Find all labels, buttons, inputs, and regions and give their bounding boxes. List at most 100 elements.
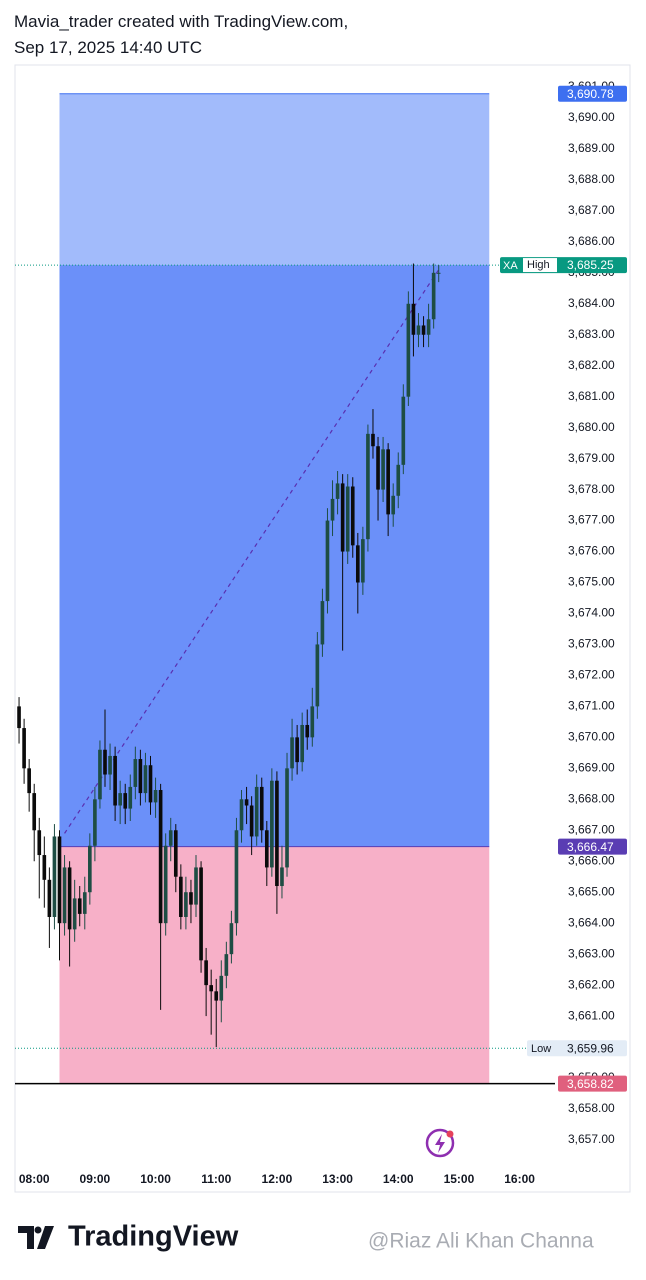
candle-body (386, 449, 390, 515)
candle-body (300, 724, 305, 763)
candle-body (376, 446, 380, 490)
low-label: 3,659.96 (567, 1041, 614, 1055)
profit-zone (59, 265, 490, 847)
y-tick-label: 3,658.00 (568, 1101, 615, 1115)
candle-body (315, 644, 320, 707)
brand-name: TradingView (68, 1221, 239, 1253)
x-tick-label: 16:00 (504, 1172, 535, 1186)
candle-body (361, 539, 365, 583)
chart-frame (14, 64, 631, 1193)
candle-body (72, 898, 77, 930)
candle-body (32, 793, 37, 831)
candle-body (270, 780, 274, 868)
candle-body (179, 876, 183, 917)
y-tick-label: 3,689.00 (568, 141, 615, 155)
y-tick-label: 3,683.00 (568, 327, 615, 341)
candle-body (199, 867, 203, 961)
candle-body (234, 830, 239, 924)
y-tick-label: 3,669.00 (568, 761, 615, 775)
candle-body (163, 845, 168, 924)
candle-body (103, 749, 107, 775)
candle-body (381, 449, 385, 490)
candle-body (37, 830, 42, 856)
candle-body (27, 768, 31, 794)
candle-body (42, 855, 47, 880)
candle-body (254, 786, 259, 837)
candle-body (224, 954, 229, 976)
candle-body (194, 867, 198, 905)
candle-body (184, 892, 188, 917)
candle-body (209, 985, 213, 992)
low-tag-bg (527, 1040, 627, 1057)
candle-body (143, 765, 148, 794)
candle-body (52, 836, 57, 917)
candle-body (280, 867, 284, 887)
profit-zone-upper (59, 93, 490, 266)
y-tick-label: 3,665.00 (568, 884, 615, 898)
y-tick-label: 3,687.00 (568, 203, 615, 217)
candle-body (350, 486, 355, 546)
candle-body (113, 755, 117, 806)
candle-body (426, 319, 431, 335)
candle-body (93, 799, 97, 846)
y-tick-label: 3,667.00 (568, 822, 615, 836)
candle-body (158, 790, 163, 924)
candle-body (421, 325, 426, 335)
candle-body (285, 768, 289, 868)
y-tick-label: 3,688.00 (568, 172, 615, 186)
candle-body (244, 799, 249, 806)
candle-body (411, 303, 416, 335)
x-tick-label: 09:00 (80, 1172, 111, 1186)
candle-body (62, 867, 67, 924)
candle-body (204, 960, 208, 986)
candle-body (229, 923, 234, 955)
y-tick-label: 3,666.00 (568, 853, 615, 867)
candle-body (189, 892, 193, 905)
candle-body (431, 272, 436, 320)
candle-body (138, 759, 143, 794)
candle-body (88, 845, 92, 893)
y-tick-label: 3,670.00 (568, 730, 615, 744)
lightning-icon (425, 1128, 455, 1158)
y-tick-label: 3,676.00 (568, 544, 615, 558)
candle-body (310, 706, 315, 738)
x-tick-label: 11:00 (201, 1172, 231, 1186)
candle-body (335, 483, 340, 499)
candle-body (17, 706, 21, 729)
candle-body (330, 498, 335, 521)
candle-body (173, 830, 178, 877)
candle-body (239, 799, 244, 831)
brand-logo (18, 1226, 54, 1249)
candle-body (371, 433, 375, 447)
target-badge-bg (558, 85, 627, 102)
candle-body (264, 830, 269, 868)
candle-body (290, 737, 294, 769)
candle-body (406, 303, 411, 397)
y-tick-label: 3,680.00 (568, 420, 615, 434)
candle-body (214, 991, 219, 1001)
candle-body (259, 786, 264, 831)
target-badge: 3,690.78 (567, 87, 614, 101)
candle-body (436, 272, 441, 274)
candle-body (57, 836, 62, 924)
y-tick-label: 3,679.00 (568, 451, 615, 465)
y-tick-label: 3,681.00 (568, 389, 615, 403)
x-tick-label: 08:00 (19, 1172, 50, 1186)
x-tick-label: 15:00 (444, 1172, 475, 1186)
x-tick-label: 10:00 (140, 1172, 171, 1186)
y-tick-label: 3,661.00 (568, 1008, 615, 1022)
candle-body (366, 433, 370, 540)
candle-body (345, 486, 350, 552)
y-tick-label: 3,663.00 (568, 946, 615, 960)
y-tick-label: 3,686.00 (568, 234, 615, 248)
y-tick-label: 3,662.00 (568, 977, 615, 991)
y-tick-label: 3,657.00 (568, 1132, 615, 1146)
candle-body (67, 867, 72, 930)
y-tick-label: 3,664.00 (568, 915, 615, 929)
candle-body (320, 601, 325, 645)
candle-body (249, 805, 254, 837)
header-line: Mavia_trader created with TradingView.co… (14, 12, 349, 31)
y-tick-label: 3,690.00 (568, 110, 615, 124)
